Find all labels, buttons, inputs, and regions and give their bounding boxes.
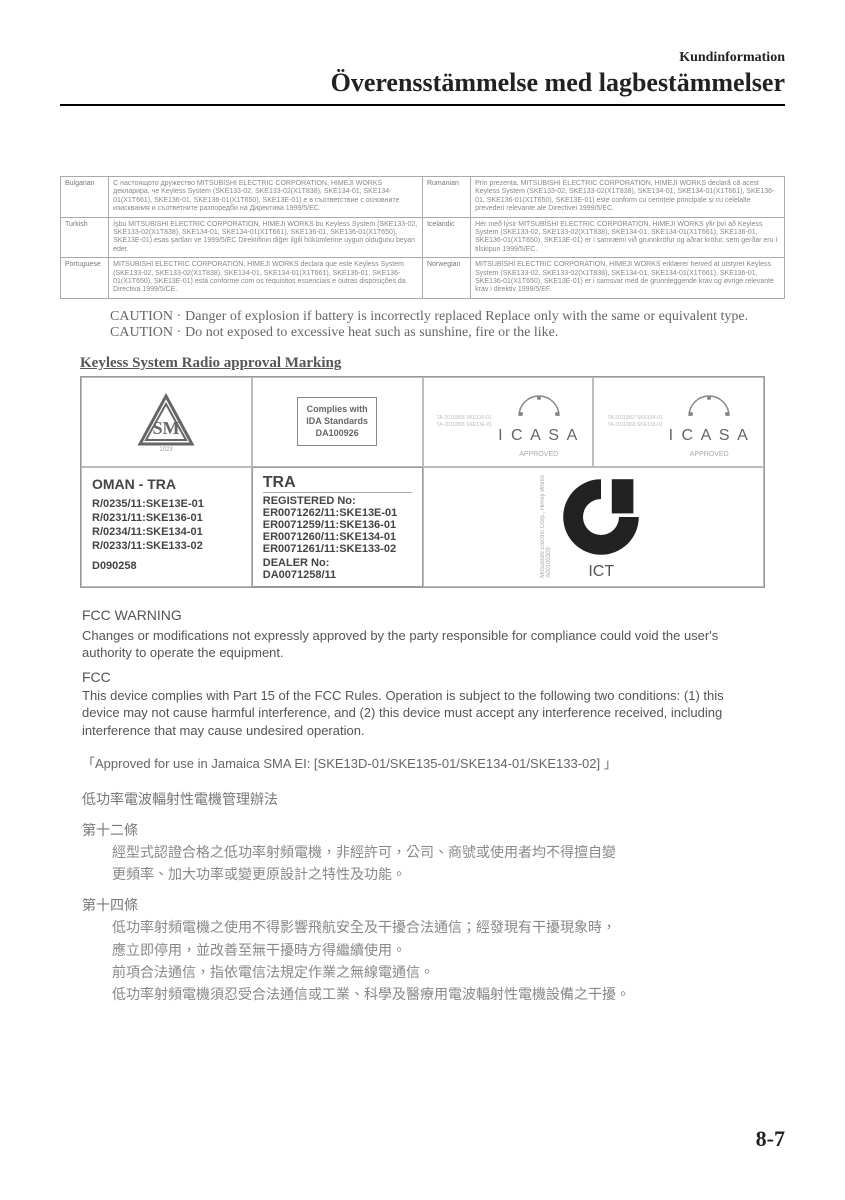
sm-triangle-icon: SM 1023 [136,392,196,452]
approval-marking-grid: SM 1023 Complies with IDA Standards DA10… [80,376,765,588]
radio-marking-heading: Keyless System Radio approval Marking [80,355,785,372]
tra-cell: TRA REGISTERED No: ER0071262/11:SKE13E-0… [252,467,423,587]
caution-label: CAUTION · [110,309,181,325]
tra-line: ER0071259/11:SKE136-01 [263,519,396,531]
jamaica-approval: 「Approved for use in Jamaica SMA EI: [SK… [82,753,763,772]
cjk-art14-body: 低功率射頻電機之使用不得影響飛航安全及干擾合法通信；經發現有干擾現象時，應立即停… [112,916,763,1006]
icasa-cell-b: TA-2011/867 SKE134-01TA-2011/868 SKE133-… [593,377,764,467]
svg-text:1023: 1023 [160,447,174,452]
oman-d: D090258 [92,560,137,572]
tra-dealer-label: DEALER No: [263,557,330,569]
tra-dealer-no: DA0071258/11 [263,569,336,581]
fcc-block: FCC WARNING Changes or modifications not… [82,606,763,740]
icasa-approved: APPROVED [669,451,750,458]
table-row: PortugueseMITSUBISHI ELECTRIC CORPORATIO… [61,258,785,299]
ict-label: ICT [556,563,646,581]
oman-line: R/0235/11:SKE13E-01 [92,498,204,510]
lang-cell: Bulgarian [61,177,109,218]
lang-cell: Turkish [61,217,109,258]
caution-block: CAUTION · Danger of explosion if battery… [110,309,777,341]
caution-text-2: Do not exposed to excessive heat such as… [185,325,558,341]
cjk-art12-label: 第十二條 [82,819,763,841]
fcc-warning-body: Changes or modifications not expressly a… [82,627,763,662]
compliance-text-cell: MITSUBISHI ELECTRIC CORPORATION, HIMEJI … [471,258,785,299]
lang-cell: Rumanian [422,177,470,218]
fcc-heading: FCC [82,668,763,687]
ict-logo-icon [556,472,646,562]
caution-label: CAUTION · [110,325,181,341]
tra-line: ER0071260/11:SKE134-01 [263,531,396,543]
tra-reg-label: REGISTERED No: [263,495,356,507]
icasa-brand: I C A S A [498,427,579,445]
header-subhead: Kundinformation [60,50,785,66]
icasa-brand: I C A S A [669,427,750,445]
icasa-cell-a: TA-2011/868 SKE136-01TA-2011/868 SKE13E-… [423,377,594,467]
compliance-text-cell: MITSUBISHI ELECTRIC CORPORATION, HIMEJI … [109,258,423,299]
oman-title: OMAN - TRA [92,476,176,492]
ict-cell: Mitsubishi Electric Corp., Himeji WorksA… [423,467,765,587]
ida-line3: DA100926 [306,428,368,440]
compliance-text-cell: Hér með lýsir MITSUBISHI ELECTRIC CORPOR… [471,217,785,258]
lang-cell: Icelandic [422,217,470,258]
oman-line: R/0231/11:SKE136-01 [92,512,203,524]
lang-cell: Portuguese [61,258,109,299]
icasa-approved: APPROVED [498,451,579,458]
compliance-text-cell: İşbu MITSUBISHI ELECTRIC CORPORATION, HI… [109,217,423,258]
tra-line: ER0071262/11:SKE13E-01 [263,507,398,519]
oman-line: R/0234/11:SKE134-01 [92,526,203,538]
ida-cell: Complies with IDA Standards DA100926 [252,377,423,467]
lang-cell: Norwegian [422,258,470,299]
icasa-arc-icon [679,386,739,422]
sm-logo-cell: SM 1023 [81,377,252,467]
ida-line2: IDA Standards [306,416,368,428]
ida-line1: Complies with [306,404,368,416]
page-header: Kundinformation Överensstämmelse med lag… [60,50,785,98]
cjk-art12-body: 經型式認證合格之低功率射頻電機，非經許可，公司、商號或使用者均不得擅自變更頻率、… [112,841,763,886]
cjk-regulation-block: 低功率電波輻射性電機管理辦法 第十二條 經型式認證合格之低功率射頻電機，非經許可… [82,788,763,1006]
compliance-language-table: BulgarianС настоящото дружество MITSUBIS… [60,176,785,299]
table-row: Turkishİşbu MITSUBISHI ELECTRIC CORPORAT… [61,217,785,258]
icasa-side-a: TA-2011/868 SKE136-01TA-2011/868 SKE13E-… [436,415,492,429]
table-row: BulgarianС настоящото дружество MITSUBIS… [61,177,785,218]
ida-standards-box: Complies with IDA Standards DA100926 [297,397,377,446]
ict-sidetext: Mitsubishi Electric Corp., Himeji WorksA… [540,475,552,578]
cjk-art14-label: 第十四條 [82,894,763,916]
cjk-title: 低功率電波輻射性電機管理辦法 [82,788,763,810]
svg-text:SM: SM [153,418,180,438]
icasa-side-b: TA-2011/867 SKE134-01TA-2011/868 SKE133-… [607,415,662,429]
header-rule [60,104,785,106]
header-title: Överensstämmelse med lagbestämmelser [60,68,785,98]
fcc-body: This device complies with Part 15 of the… [82,687,763,740]
caution-text-1: Danger of explosion if battery is incorr… [185,309,748,325]
tra-line: ER0071261/11:SKE133-02 [263,543,396,555]
oman-line: R/0233/11:SKE133-02 [92,540,203,552]
tra-title: TRA [263,474,412,493]
compliance-text-cell: С настоящото дружество MITSUBISHI ELECTR… [109,177,423,218]
oman-tra-cell: OMAN - TRA R/0235/11:SKE13E-01 R/0231/11… [81,467,252,587]
icasa-arc-icon [509,386,569,422]
compliance-text-cell: Prin prezenta, MITSUBISHI ELECTRIC CORPO… [471,177,785,218]
fcc-warning-heading: FCC WARNING [82,606,763,625]
page-number: 8-7 [756,1126,785,1152]
